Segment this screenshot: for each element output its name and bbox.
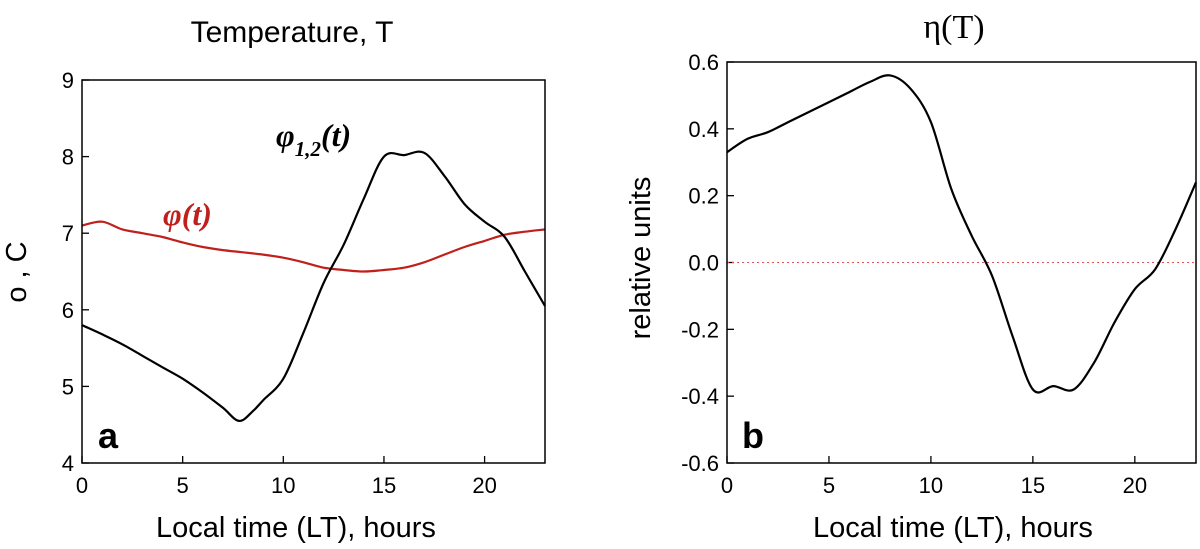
panel-a-x-tick-label: 20 — [472, 473, 496, 498]
panel-a-x-tick-label: 10 — [271, 473, 295, 498]
panel-a-y-tick-label: 7 — [62, 221, 74, 246]
panel-b-y-tick-label: -0.2 — [681, 317, 719, 342]
panel-a-ticks: 0 5 10 15 20 4 5 6 7 8 9 — [62, 68, 497, 498]
panel-a-x-tick-label: 5 — [177, 473, 189, 498]
panel-b-series — [726, 74, 1198, 394]
panel-b-y-tick-label: 0.4 — [688, 117, 719, 142]
panel-b-y-axis-label: relative units — [625, 177, 657, 340]
panel-a-y-tick-label: 4 — [62, 451, 74, 476]
phi12-main: φ — [276, 117, 295, 153]
panel-b-x-axis-label: Local time (LT), hours — [813, 512, 1093, 544]
panel-b-y-tick-label: 0.0 — [688, 251, 719, 276]
panel-a-y-tick-label: 9 — [62, 68, 74, 93]
panel-b-ticks: 0 5 10 15 20 -0.6 -0.4 -0.2 0.0 0.2 0.4 0.6 — [681, 50, 1147, 498]
panel-a-y-axis-label: o , C — [1, 241, 33, 302]
panel-b-y-tick-label: -0.4 — [681, 384, 719, 409]
panel-a-series — [81, 150, 546, 422]
panel-b-series-line-0 — [726, 74, 1198, 394]
panel-a-letter: a — [98, 415, 119, 456]
panel-a-title: Temperature, T — [191, 16, 394, 49]
panel-b: η(T) 0 5 10 15 20 -0.6 -0.4 -0.2 0.0 0.2 0.4 0.6 Lo… — [625, 9, 1198, 544]
panel-a-x-tick-label: 0 — [76, 473, 88, 498]
panel-a: Temperature, T 0 5 10 15 20 4 5 6 7 8 9 Local time… — [1, 16, 546, 544]
panel-a-y-tick-label: 8 — [62, 145, 74, 170]
panel-a-frame — [81, 79, 546, 464]
phi12-subscript: 1,2 — [295, 137, 322, 161]
panel-b-x-tick-label: 5 — [823, 473, 835, 498]
panel-b-x-tick-label: 20 — [1123, 473, 1147, 498]
panel-b-x-tick-label: 10 — [919, 473, 943, 498]
panel-a-series-line-0 — [81, 220, 546, 273]
panel-a-x-axis-label: Local time (LT), hours — [156, 512, 436, 544]
phi12-tail: (t) — [321, 117, 351, 153]
panel-a-x-tick-label: 15 — [372, 473, 396, 498]
panel-b-y-tick-label: 0.2 — [688, 184, 719, 209]
panel-b-x-tick-label: 0 — [721, 473, 733, 498]
panel-b-x-tick-label: 15 — [1021, 473, 1045, 498]
panel-b-frame — [726, 61, 1197, 464]
panel-b-title: η(T) — [923, 9, 984, 46]
panel-a-y-tick-label: 5 — [62, 374, 74, 399]
panel-a-series-line-1 — [81, 150, 546, 422]
phi-annotation: φ(t) — [163, 196, 212, 232]
panel-b-y-tick-label: -0.6 — [681, 451, 719, 476]
panel-b-y-tick-label: 0.6 — [688, 50, 719, 75]
phi12-annotation: φ1,2(t) — [276, 117, 351, 161]
panel-b-letter: b — [742, 415, 764, 456]
panel-a-y-tick-label: 6 — [62, 298, 74, 323]
